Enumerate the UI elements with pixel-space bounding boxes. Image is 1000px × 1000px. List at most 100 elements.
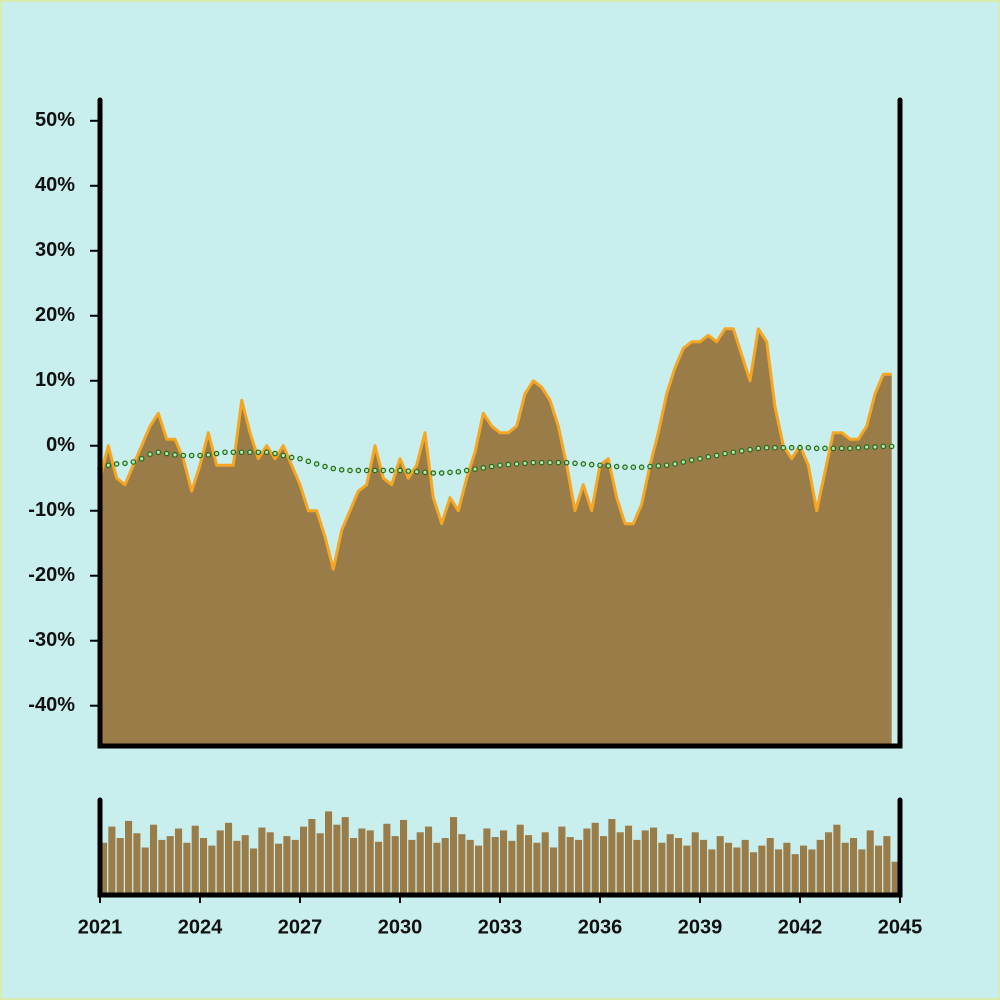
- line-marker: [655, 463, 662, 469]
- line-marker: [797, 444, 803, 451]
- bar: [766, 838, 774, 895]
- bar: [891, 861, 899, 895]
- line-marker: [155, 449, 162, 456]
- bar: [366, 830, 374, 895]
- line-marker: [588, 461, 595, 468]
- line-marker: [313, 461, 320, 467]
- bar: [575, 839, 583, 895]
- bar: [583, 828, 591, 895]
- bar: [225, 822, 233, 895]
- line-marker: [497, 462, 503, 469]
- bar: [541, 832, 549, 895]
- bar: [808, 849, 816, 895]
- bar: [750, 852, 758, 895]
- bar: [141, 847, 149, 895]
- line-marker: [430, 470, 437, 476]
- bar: [758, 845, 766, 895]
- line-marker: [288, 454, 295, 461]
- line-marker: [205, 452, 212, 458]
- line-marker: [713, 452, 720, 459]
- line-marker: [830, 445, 837, 452]
- line-marker: [305, 458, 312, 465]
- bar: [841, 842, 849, 895]
- plots: 50% 40% 30% 20% 10% 0% -10% -20% -30% -40% 2021 202…: [28, 109, 922, 938]
- bar: [275, 843, 283, 895]
- bar: [725, 842, 733, 895]
- y-tick-label: -40%: [28, 694, 75, 716]
- bar: [783, 842, 791, 895]
- line-marker: [513, 461, 520, 467]
- line-marker: [480, 465, 487, 471]
- line-marker: [763, 444, 770, 451]
- line-marker: [505, 461, 512, 468]
- line-marker: [638, 464, 645, 470]
- line-marker: [880, 443, 887, 450]
- line-marker: [788, 444, 795, 451]
- line-marker: [822, 445, 828, 452]
- y-tick-label: -30%: [28, 629, 75, 651]
- line-marker: [355, 467, 362, 474]
- line-marker: [563, 459, 570, 466]
- bar: [116, 838, 124, 895]
- bar: [250, 848, 258, 895]
- line-marker: [772, 444, 778, 451]
- x-tick-label: 2027: [278, 916, 323, 938]
- line-marker: [363, 467, 370, 474]
- bar: [383, 823, 391, 895]
- line-marker: [188, 452, 195, 459]
- y-tick-label: 50%: [35, 109, 75, 131]
- bar: [775, 849, 783, 895]
- bar: [158, 839, 166, 895]
- line-marker: [705, 453, 712, 460]
- line-marker: [388, 467, 395, 474]
- bar: [700, 839, 708, 895]
- line-marker: [580, 461, 587, 467]
- line-marker: [147, 451, 153, 457]
- line-marker: [855, 444, 862, 451]
- bar: [658, 842, 666, 895]
- line-marker: [213, 450, 220, 457]
- bar: [100, 842, 108, 895]
- bar: [433, 842, 441, 895]
- bar: [200, 838, 208, 895]
- line-marker: [522, 460, 528, 467]
- bar: [291, 839, 299, 895]
- line-marker: [447, 469, 453, 476]
- bar: [375, 841, 383, 895]
- bar: [133, 833, 141, 895]
- line-marker: [847, 445, 853, 452]
- line-marker: [197, 452, 203, 459]
- line-marker: [780, 444, 787, 451]
- bar: [108, 826, 116, 895]
- bar: [416, 832, 424, 895]
- bar: [491, 837, 499, 895]
- line-marker: [805, 444, 812, 451]
- line-marker: [347, 467, 353, 474]
- line-marker: [872, 444, 878, 450]
- line-marker: [238, 449, 245, 456]
- bar: [650, 827, 658, 895]
- line-marker: [380, 467, 387, 474]
- bar: [858, 849, 866, 895]
- bar: [708, 849, 716, 895]
- bar: [733, 847, 741, 895]
- y-tick-label: 0%: [46, 434, 75, 456]
- main-frame: [97, 97, 903, 749]
- bar: [500, 830, 508, 895]
- line-marker: [280, 452, 287, 459]
- bar: [400, 819, 408, 895]
- line-marker: [613, 463, 620, 470]
- bar: [475, 845, 483, 895]
- y-tick-label: -10%: [28, 499, 75, 521]
- line-marker: [863, 444, 870, 450]
- bar: [508, 840, 516, 895]
- bar: [216, 830, 224, 895]
- bar: [266, 832, 274, 895]
- bar: [550, 847, 558, 895]
- bar: [425, 826, 433, 895]
- line-marker: [680, 459, 687, 465]
- line-marker: [572, 460, 578, 467]
- bar: [558, 826, 566, 895]
